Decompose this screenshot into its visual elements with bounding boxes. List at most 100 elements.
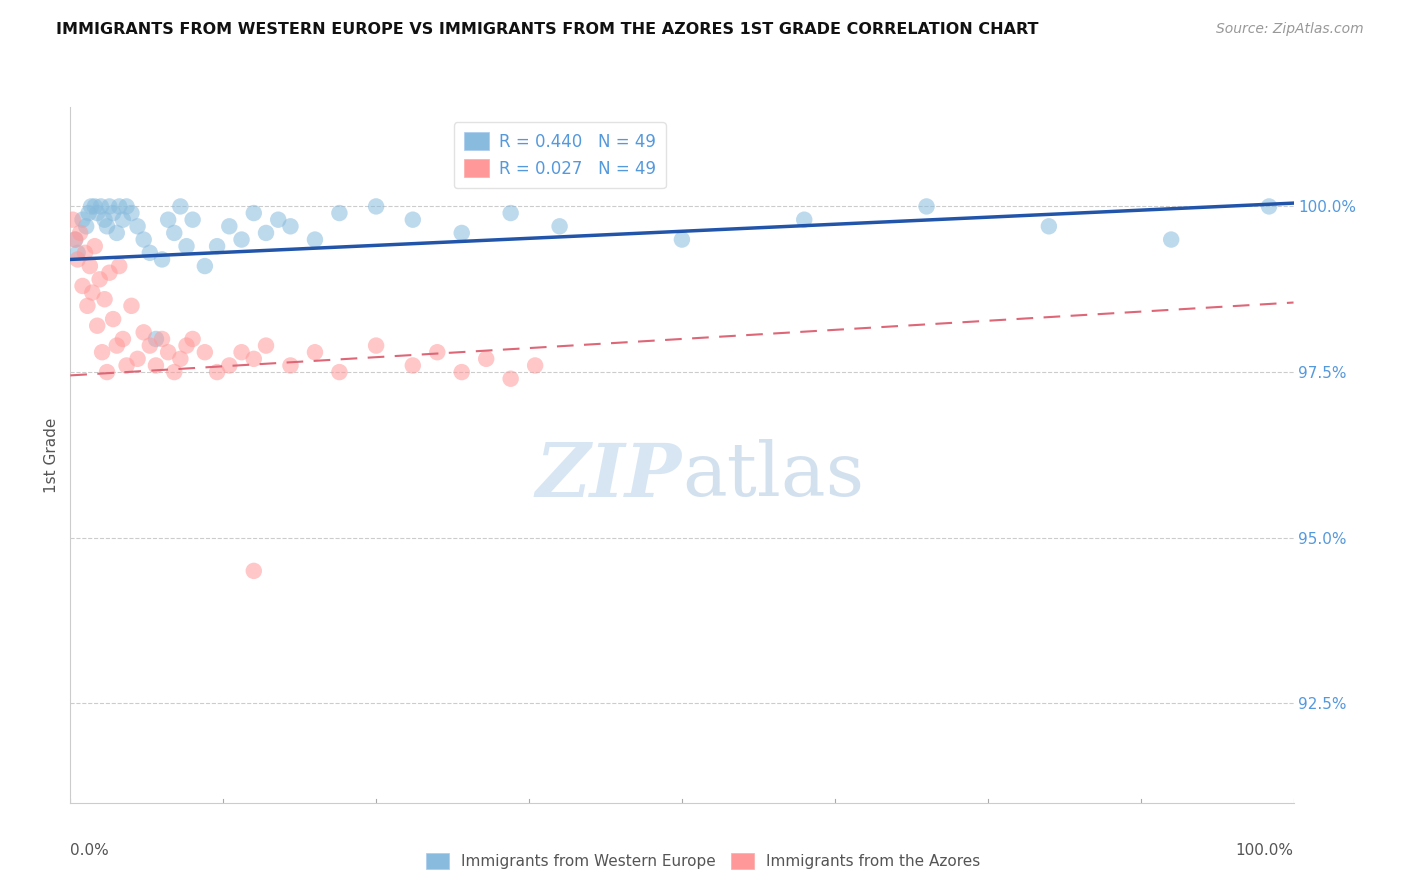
Point xyxy=(169,199,191,213)
Point xyxy=(80,199,103,213)
Point xyxy=(304,233,326,247)
Point xyxy=(366,338,388,352)
Point xyxy=(83,199,105,213)
Point xyxy=(127,351,149,366)
Point xyxy=(157,212,180,227)
Point xyxy=(82,285,104,300)
Point xyxy=(181,212,204,227)
Point xyxy=(98,199,121,213)
Point xyxy=(426,345,449,359)
Point xyxy=(96,365,118,379)
Point xyxy=(150,252,173,267)
Point xyxy=(77,206,100,220)
Point xyxy=(73,245,96,260)
Point xyxy=(254,226,277,240)
Legend: R = 0.440   N = 49, R = 0.027   N = 49: R = 0.440 N = 49, R = 0.027 N = 49 xyxy=(454,122,665,188)
Point xyxy=(66,245,89,260)
Point xyxy=(915,199,938,213)
Legend: Immigrants from Western Europe, Immigrants from the Azores: Immigrants from Western Europe, Immigran… xyxy=(419,847,987,875)
Point xyxy=(328,206,350,220)
Point xyxy=(402,212,425,227)
Point xyxy=(76,299,98,313)
Point xyxy=(108,259,131,273)
Point xyxy=(69,226,91,240)
Point xyxy=(194,345,217,359)
Point xyxy=(218,219,240,234)
Point xyxy=(72,279,94,293)
Point xyxy=(93,292,115,306)
Point xyxy=(1258,199,1281,213)
Point xyxy=(548,219,571,234)
Point xyxy=(111,212,134,227)
Point xyxy=(328,365,350,379)
Point xyxy=(243,206,266,220)
Point xyxy=(499,206,522,220)
Point xyxy=(90,199,112,213)
Point xyxy=(181,332,204,346)
Point xyxy=(132,326,155,340)
Point xyxy=(145,332,167,346)
Point xyxy=(163,226,186,240)
Point xyxy=(793,212,815,227)
Point xyxy=(231,233,253,247)
Point xyxy=(121,206,143,220)
Point xyxy=(366,199,388,213)
Point xyxy=(402,359,425,373)
Point xyxy=(115,199,138,213)
Point xyxy=(1160,233,1182,247)
Point xyxy=(132,233,155,247)
Point xyxy=(205,365,228,379)
Point xyxy=(176,239,198,253)
Text: IMMIGRANTS FROM WESTERN EUROPE VS IMMIGRANTS FROM THE AZORES 1ST GRADE CORRELATI: IMMIGRANTS FROM WESTERN EUROPE VS IMMIGR… xyxy=(56,22,1039,37)
Point xyxy=(86,318,108,333)
Point xyxy=(524,359,547,373)
Point xyxy=(254,338,277,352)
Point xyxy=(121,299,143,313)
Point xyxy=(101,206,124,220)
Point xyxy=(280,219,302,234)
Point xyxy=(243,351,266,366)
Text: 100.0%: 100.0% xyxy=(1236,843,1294,858)
Point xyxy=(93,212,115,227)
Point xyxy=(231,345,253,359)
Point xyxy=(139,245,162,260)
Point xyxy=(218,359,240,373)
Point xyxy=(450,365,472,379)
Point xyxy=(105,338,128,352)
Point xyxy=(450,226,472,240)
Point xyxy=(475,351,498,366)
Point xyxy=(63,233,86,247)
Point xyxy=(150,332,173,346)
Point xyxy=(108,199,131,213)
Point xyxy=(101,312,124,326)
Point xyxy=(205,239,228,253)
Point xyxy=(169,351,191,366)
Point xyxy=(671,233,693,247)
Y-axis label: 1st Grade: 1st Grade xyxy=(44,417,59,492)
Point xyxy=(243,564,266,578)
Point xyxy=(111,332,134,346)
Point xyxy=(96,219,118,234)
Point xyxy=(499,372,522,386)
Point xyxy=(1038,219,1060,234)
Point xyxy=(163,365,186,379)
Point xyxy=(105,226,128,240)
Point xyxy=(157,345,180,359)
Text: atlas: atlas xyxy=(682,439,865,512)
Text: Source: ZipAtlas.com: Source: ZipAtlas.com xyxy=(1216,22,1364,37)
Point xyxy=(66,252,89,267)
Point xyxy=(139,338,162,352)
Point xyxy=(115,359,138,373)
Point xyxy=(98,266,121,280)
Text: ZIP: ZIP xyxy=(536,440,682,512)
Point xyxy=(176,338,198,352)
Point xyxy=(280,359,302,373)
Point xyxy=(127,219,149,234)
Text: 0.0%: 0.0% xyxy=(70,843,110,858)
Point xyxy=(83,239,105,253)
Point xyxy=(304,345,326,359)
Point xyxy=(145,359,167,373)
Point xyxy=(267,212,290,227)
Point xyxy=(79,259,101,273)
Point xyxy=(62,212,84,227)
